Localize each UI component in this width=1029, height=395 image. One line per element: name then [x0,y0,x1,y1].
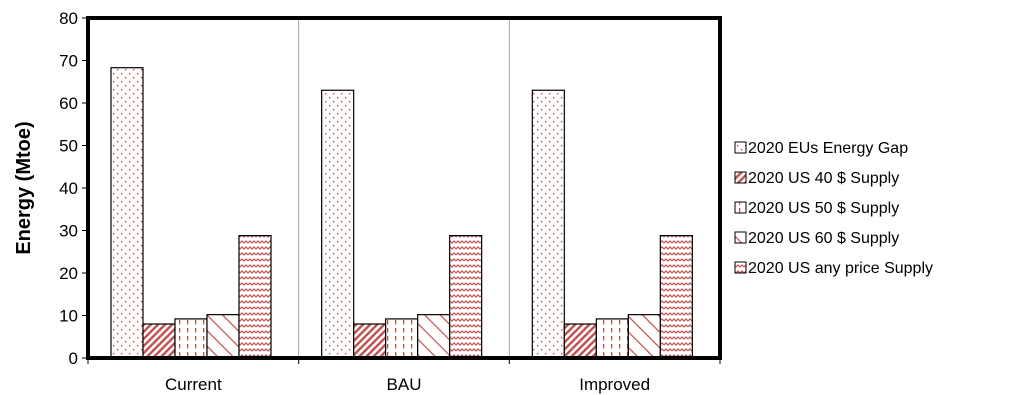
bar [659,235,693,359]
bar [627,314,661,359]
y-tick-label: 70 [59,52,78,71]
legend: 2020 EUs Energy Gap 2020 US 40 $ Supply 20… [734,140,933,277]
bar [563,323,597,359]
y-tick-label: 60 [59,94,78,113]
bar [206,314,240,359]
y-tick-label: 80 [59,9,78,28]
y-axis-label: Energy (Mtoe) [13,121,35,254]
legend-label: 2020 EUs Energy Gap [748,140,908,157]
y-tick-label: 50 [59,137,78,156]
legend-swatch [734,201,747,214]
legend-label: 2020 US 60 $ Supply [748,230,899,247]
legend-label: 2020 US 50 $ Supply [748,200,899,217]
bar [110,67,144,359]
legend-swatch [734,171,747,184]
bar [174,318,208,359]
plot-area-frame [86,16,722,360]
y-tick-label: 40 [59,179,78,198]
bar [385,318,419,359]
y-axis: 0 10 20 30 40 50 60 70 80 [59,9,88,368]
bar [238,235,272,359]
x-tick-label: Improved [579,375,650,394]
legend-swatch [734,141,747,154]
bar [449,235,483,359]
y-tick-label: 20 [59,264,78,283]
x-axis: Current BAU Improved [87,358,721,394]
x-tick-label: BAU [387,375,422,394]
bar [321,89,355,359]
bar [353,323,387,359]
legend-label: 2020 US 40 $ Supply [748,170,899,187]
bars [110,67,693,359]
legend-swatch [734,261,747,274]
y-tick-label: 30 [59,222,78,241]
y-tick-label: 0 [69,349,78,368]
bar [417,314,451,359]
y-tick-label: 10 [59,307,78,326]
bar [531,89,565,359]
bar [595,318,629,359]
gridlines [298,18,510,358]
bar [142,323,176,359]
legend-swatch [734,231,747,244]
legend-label: 2020 US any price Supply [748,260,933,277]
x-tick-label: Current [165,375,222,394]
